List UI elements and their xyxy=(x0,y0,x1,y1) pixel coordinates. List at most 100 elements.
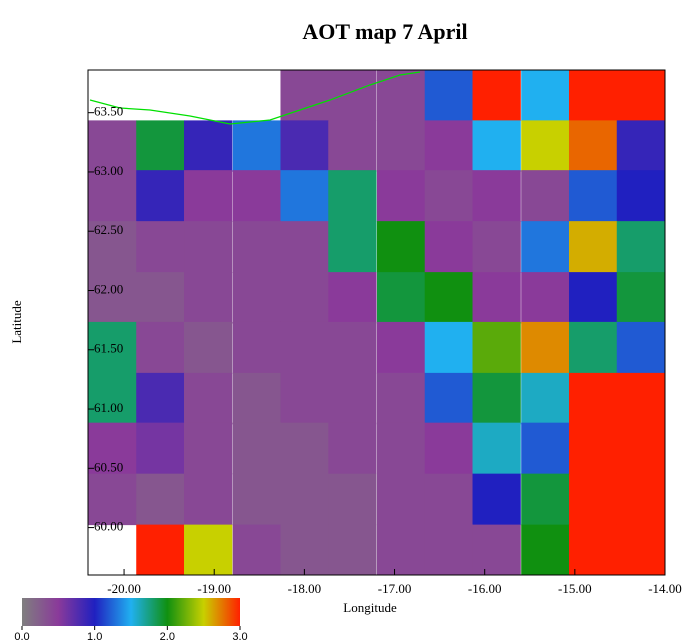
cell xyxy=(376,221,426,273)
cell xyxy=(568,170,618,222)
cell xyxy=(521,272,570,324)
cell xyxy=(136,321,185,374)
cell xyxy=(328,70,377,121)
cell xyxy=(616,70,666,121)
x-tick-label: -17.00 xyxy=(378,581,412,596)
cell xyxy=(232,272,281,324)
cell xyxy=(424,120,474,172)
cell xyxy=(472,120,521,172)
cell xyxy=(232,170,281,222)
cell xyxy=(424,473,474,526)
colorbar-tick-label: 3.0 xyxy=(232,631,247,643)
cell xyxy=(376,170,426,222)
cell xyxy=(521,524,570,576)
cell xyxy=(424,524,474,576)
cell xyxy=(472,272,521,324)
cell xyxy=(280,524,329,576)
cell xyxy=(472,473,521,526)
cell xyxy=(616,524,666,576)
cell xyxy=(328,170,377,222)
x-tick-label: -18.00 xyxy=(288,581,322,596)
cell xyxy=(521,321,570,374)
cell xyxy=(472,321,521,374)
cell xyxy=(376,272,426,324)
cell xyxy=(88,120,137,172)
cell xyxy=(424,372,474,425)
cell xyxy=(136,422,185,475)
cell xyxy=(424,170,474,222)
cell xyxy=(568,372,618,425)
cell xyxy=(568,524,618,576)
cell xyxy=(184,272,233,324)
cell xyxy=(232,422,281,475)
cell xyxy=(232,524,281,576)
y-axis-label: Latitude xyxy=(9,300,24,344)
cell xyxy=(616,170,666,222)
colorbar-tick-label: 2.0 xyxy=(160,631,175,643)
x-tick-label: -16.00 xyxy=(468,581,502,596)
cell xyxy=(184,321,233,374)
cell xyxy=(136,221,185,273)
cell xyxy=(184,221,233,273)
cell xyxy=(616,272,666,324)
cell xyxy=(280,321,329,374)
cell xyxy=(616,422,666,475)
x-axis-label: Longitude xyxy=(343,600,397,615)
cell xyxy=(328,524,377,576)
cell xyxy=(88,473,137,526)
cell xyxy=(568,70,618,121)
cell xyxy=(521,372,570,425)
cell xyxy=(328,422,377,475)
cell xyxy=(521,473,570,526)
cell xyxy=(521,221,570,273)
cell xyxy=(136,120,185,172)
cell xyxy=(328,372,377,425)
cell xyxy=(136,372,185,425)
cell xyxy=(136,473,185,526)
colorbar-tick-label: 0.0 xyxy=(14,631,29,643)
cell xyxy=(616,221,666,273)
y-tick-label: 62.50 xyxy=(94,222,123,237)
cell xyxy=(376,70,426,121)
coastline xyxy=(89,71,421,125)
y-tick-label: 60.50 xyxy=(94,459,123,474)
cell xyxy=(280,372,329,425)
y-tick-label: 61.50 xyxy=(94,341,123,356)
cell xyxy=(568,422,618,475)
cell xyxy=(88,321,137,374)
cell xyxy=(616,120,666,172)
cell xyxy=(616,473,666,526)
cell xyxy=(568,321,618,374)
cell xyxy=(280,70,329,121)
cell xyxy=(424,272,474,324)
cell xyxy=(88,422,137,475)
cell xyxy=(184,524,233,576)
cell xyxy=(136,272,185,324)
cell xyxy=(472,372,521,425)
cell xyxy=(568,221,618,273)
cell xyxy=(280,120,329,172)
x-tick-label: -20.00 xyxy=(107,581,141,596)
cell xyxy=(424,221,474,273)
cell xyxy=(424,70,474,121)
cell xyxy=(424,422,474,475)
cell xyxy=(616,321,666,374)
y-tick-label: 63.00 xyxy=(94,163,123,178)
cell xyxy=(280,422,329,475)
cell xyxy=(376,321,426,374)
cell xyxy=(376,473,426,526)
cell xyxy=(376,120,426,172)
cell xyxy=(328,120,377,172)
cell xyxy=(136,524,185,576)
cell xyxy=(232,221,281,273)
cell xyxy=(472,221,521,273)
cell xyxy=(472,170,521,222)
x-tick-label: -19.00 xyxy=(197,581,231,596)
cell xyxy=(232,321,281,374)
cell xyxy=(616,372,666,425)
cell xyxy=(521,120,570,172)
y-tick-label: 63.50 xyxy=(94,104,123,119)
cell xyxy=(376,524,426,576)
cell xyxy=(88,170,137,222)
